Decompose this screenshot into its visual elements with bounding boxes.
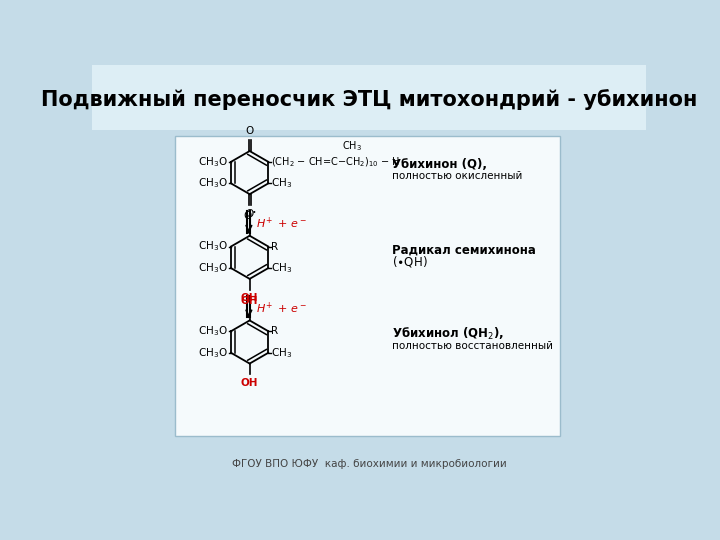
Text: CH$_3$: CH$_3$ — [271, 177, 292, 190]
Text: R: R — [271, 326, 279, 336]
Text: ФГОУ ВПО ЮФУ  каф. биохимии и микробиологии: ФГОУ ВПО ЮФУ каф. биохимии и микробиолог… — [232, 458, 506, 469]
Text: полностью окисленный: полностью окисленный — [392, 172, 523, 181]
Text: H$^+$ + e$^-$: H$^+$ + e$^-$ — [256, 300, 307, 316]
Text: CH$_3$O: CH$_3$O — [198, 240, 228, 253]
Text: CH$_3$O: CH$_3$O — [198, 346, 228, 360]
Text: CH$_3$O: CH$_3$O — [198, 177, 228, 190]
Text: ($\bullet$QH): ($\bullet$QH) — [392, 254, 428, 268]
Text: R: R — [271, 241, 279, 252]
Text: OH: OH — [241, 378, 258, 388]
Bar — [92, 65, 647, 130]
Text: H$^+$ + e$^-$: H$^+$ + e$^-$ — [256, 216, 307, 231]
Text: O$^{\bullet}$: O$^{\bullet}$ — [243, 209, 256, 221]
Text: O: O — [246, 209, 253, 219]
Text: CH$_3$O: CH$_3$O — [198, 155, 228, 168]
Text: полностью восстановленный: полностью восстановленный — [392, 341, 553, 351]
Bar — [175, 136, 560, 436]
Text: OH: OH — [241, 296, 258, 306]
Text: (CH$_2$ $-$ CH=C$-$CH$_2$)$_{10}$ $-$ H: (CH$_2$ $-$ CH=C$-$CH$_2$)$_{10}$ $-$ H — [271, 155, 400, 168]
Text: Убихинон (Q),: Убихинон (Q), — [392, 158, 487, 171]
Text: CH$_3$O: CH$_3$O — [198, 325, 228, 338]
Text: Подвижный переносчик ЭТЦ митохондрий - убихинон: Подвижный переносчик ЭТЦ митохондрий - у… — [41, 89, 697, 110]
Text: CH$_3$O: CH$_3$O — [198, 261, 228, 275]
Text: CH$_3$: CH$_3$ — [271, 346, 292, 360]
Text: CH$_3$: CH$_3$ — [271, 261, 292, 275]
Text: OH: OH — [241, 294, 258, 303]
Text: Убихинол (QH$_2$),: Убихинол (QH$_2$), — [392, 326, 504, 342]
Text: CH$_3$: CH$_3$ — [342, 139, 362, 153]
Text: O: O — [246, 126, 253, 137]
Text: Радикал семихинона: Радикал семихинона — [392, 243, 536, 256]
